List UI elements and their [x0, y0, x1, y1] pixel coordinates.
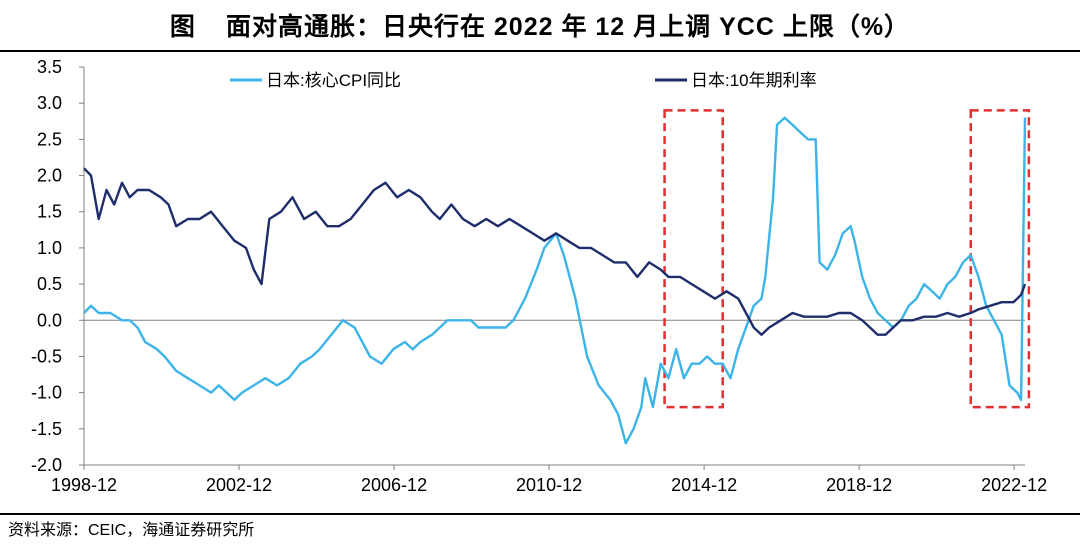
x-tick-label: 2006-12 — [361, 475, 427, 495]
source-divider — [0, 513, 1080, 515]
y-tick-label: 0.5 — [37, 274, 62, 294]
y-tick-label: -1.5 — [31, 419, 62, 439]
highlight-box — [663, 109, 724, 409]
x-tick-label: 2022-12 — [981, 475, 1047, 495]
x-tick-label: 2002-12 — [206, 475, 272, 495]
y-tick-label: 3.5 — [37, 57, 62, 77]
y-tick-label: 2.0 — [37, 166, 62, 186]
title-prefix: 图 — [169, 13, 196, 41]
y-tick-label: 0.0 — [37, 310, 62, 330]
x-tick-label: 1998-12 — [51, 475, 117, 495]
x-tick-label: 2014-12 — [671, 475, 737, 495]
chart-title: 图 面对高通胀：日央行在 2022 年 12 月上调 YCC 上限（%） — [0, 0, 1080, 50]
y-tick-label: 1.5 — [37, 202, 62, 222]
y-tick-label: -0.5 — [31, 346, 62, 366]
series-line-cpi — [83, 116, 1027, 445]
x-tick-label: 2018-12 — [826, 475, 892, 495]
y-tick-label: 3.0 — [37, 93, 62, 113]
title-text: 面对高通胀：日央行在 2022 年 12 月上调 YCC 上限（%） — [225, 13, 911, 41]
y-tick-label: -2.0 — [31, 455, 62, 475]
line-chart: 3.5 3.0 2.5 2.0 1.5 1.0 0.5 0.0 -0.5 -1.0 -1.5 -2.0… — [31, 57, 1047, 495]
series-line-bond — [83, 167, 1027, 336]
y-tick-label: 2.5 — [37, 129, 62, 149]
legend-label-bond: 日本:10年期利率 — [691, 71, 817, 90]
y-tick-label: -1.0 — [31, 383, 62, 403]
highlight-box — [969, 109, 1031, 409]
legend-label-cpi: 日本:核心CPI同比 — [266, 71, 401, 90]
title-divider — [0, 50, 1080, 52]
x-tick-label: 2010-12 — [516, 475, 582, 495]
y-tick-label: 1.0 — [37, 238, 62, 258]
source-note: 资料来源：CEIC，海通证券研究所 — [8, 522, 255, 539]
